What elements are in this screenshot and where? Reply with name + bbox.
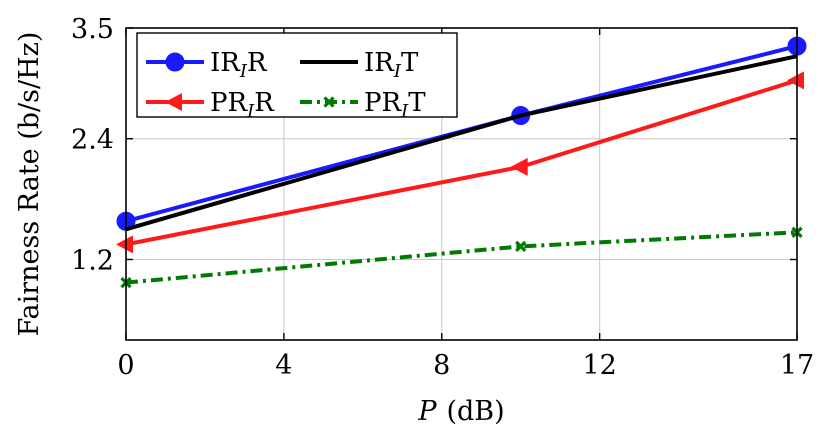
tick-labels: 0 4 8 12 17 1.2 2.4 3.5: [71, 14, 814, 381]
circle-marker: [165, 52, 185, 72]
x-marker: [515, 240, 527, 253]
legend-label: PRIT: [364, 88, 426, 122]
y-tick-label: 2.4: [71, 125, 114, 156]
legend-label-subscript: I: [393, 61, 402, 82]
legend-label-base: IR: [364, 48, 395, 78]
series-line: [125, 54, 798, 232]
x-marker-stroke: [323, 96, 335, 108]
triangle-left-marker: [116, 235, 133, 254]
x-tick-label: 17: [780, 350, 814, 381]
legend-label-subscript: I: [400, 101, 409, 122]
legend-label-base: PR: [210, 88, 248, 118]
y-axis-label: Fairness Rate (b/s/Hz): [14, 32, 45, 337]
legend-label-tail: R: [254, 88, 275, 118]
x-tick-label: 8: [433, 350, 450, 381]
legend-item: PRIR: [146, 88, 275, 122]
series-layer: [116, 36, 807, 289]
triangle-left-marker: [165, 93, 182, 111]
tick-marks: [125, 27, 798, 340]
x-axis-variable: P: [417, 396, 437, 427]
series-group: [116, 71, 804, 254]
x-tick-label: 4: [275, 350, 292, 381]
legend-label-subscript: I: [246, 101, 255, 122]
legend-label-subscript: I: [239, 61, 248, 82]
x-marker: [323, 96, 335, 108]
x-axis-unit: (dB): [446, 396, 504, 427]
legend-label-base: IR: [210, 48, 241, 78]
legend-item: IRIT: [300, 48, 419, 82]
y-tick-label: 1.2: [71, 245, 114, 276]
x-tick-label: 0: [117, 350, 134, 381]
legend-label-tail: T: [401, 48, 419, 78]
legend-label: IRIT: [364, 48, 419, 82]
series-group: [125, 54, 798, 232]
series-group: [120, 226, 803, 289]
legend-label-tail: R: [247, 48, 268, 78]
x-tick-label: 12: [582, 350, 616, 381]
legend-label: IRIR: [210, 48, 268, 82]
triangle-left-marker: [787, 71, 804, 90]
legend-label: PRIR: [210, 88, 275, 122]
legend-label-base: PR: [364, 88, 402, 118]
x-marker-stroke: [515, 240, 527, 253]
legend-item: PRIT: [300, 88, 426, 122]
legend-item: IRIR: [146, 48, 268, 82]
legend-label-tail: T: [408, 88, 426, 118]
x-axis-label: P (dB): [417, 396, 504, 427]
series-line: [125, 230, 798, 285]
y-tick-label: 3.5: [71, 14, 114, 45]
plot-frame: [125, 27, 798, 341]
triangle-left-marker: [510, 157, 528, 176]
